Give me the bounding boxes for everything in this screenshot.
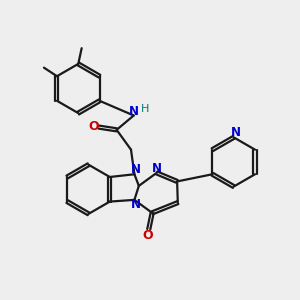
Text: H: H xyxy=(140,104,149,114)
Text: O: O xyxy=(88,120,99,133)
Text: N: N xyxy=(152,162,162,175)
Text: N: N xyxy=(230,126,240,139)
Text: O: O xyxy=(143,229,153,242)
Text: N: N xyxy=(131,198,141,211)
Text: N: N xyxy=(129,105,139,118)
Text: N: N xyxy=(131,163,141,176)
